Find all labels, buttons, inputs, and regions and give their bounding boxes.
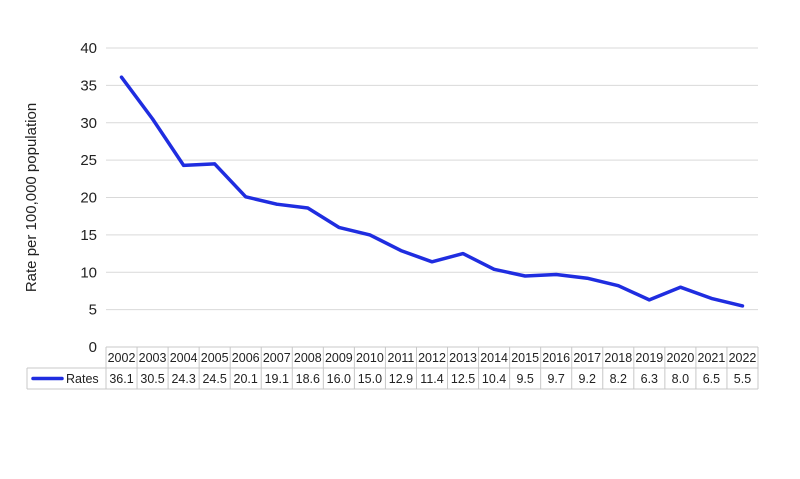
x-tick-label: 2022 [729,351,757,365]
data-label: 10.4 [482,372,506,386]
x-tick-label: 2006 [232,351,260,365]
x-tick-label: 2009 [325,351,353,365]
data-point [337,225,341,229]
data-point [647,298,651,302]
x-tick-label: 2011 [388,351,415,365]
x-tick-label: 2015 [511,351,539,365]
x-tick-label: 2020 [666,351,694,365]
data-point [492,267,496,271]
y-tick-label: 10 [80,264,97,281]
data-point [151,117,155,121]
data-label: 9.2 [579,372,596,386]
data-label: 12.9 [389,372,413,386]
x-tick-label: 2007 [263,351,291,365]
data-label: 8.2 [610,372,627,386]
y-tick-label: 15 [80,227,97,244]
data-label: 18.6 [296,372,320,386]
y-tick-label: 20 [80,190,97,207]
data-point [616,284,620,288]
y-tick-label: 40 [80,40,97,57]
data-point [306,206,310,210]
data-label: 20.1 [234,372,258,386]
y-axis-label: Rate per 100,000 population [23,103,40,292]
data-label: 24.5 [202,372,226,386]
x-tick-label: 2002 [108,351,136,365]
data-point [430,260,434,264]
data-label: 15.0 [358,372,382,386]
data-point [523,274,527,278]
legend-label-rates: Rates [66,372,99,386]
data-label: 9.5 [516,372,533,386]
data-point [678,285,682,289]
y-tick-label: 0 [89,339,97,356]
data-point [740,304,744,308]
data-label: 8.0 [672,372,689,386]
data-point [461,252,465,256]
data-point [368,233,372,237]
y-tick-label: 30 [80,115,97,132]
data-point [554,272,558,276]
x-tick-label: 2017 [573,351,601,365]
x-tick-label: 2013 [449,351,477,365]
x-tick-label: 2016 [542,351,570,365]
data-point [275,202,279,206]
data-point [120,75,124,79]
data-label: 36.1 [109,372,133,386]
series-line-layer [119,75,745,308]
x-tick-label: 2003 [139,351,167,365]
x-tick-label: 2021 [698,351,726,365]
y-tick-label: 35 [80,77,97,94]
y-axis-ticks: 0 5 10 15 20 25 30 35 40 [80,40,97,356]
x-tick-label: 2010 [356,351,384,365]
y-tick-label: 5 [89,302,97,319]
data-label: 6.3 [641,372,658,386]
data-label: 30.5 [140,372,164,386]
data-point [182,163,186,167]
gridlines [106,47,758,311]
data-label: 12.5 [451,372,475,386]
x-tick-label: 2014 [480,351,508,365]
x-tick-label: 2004 [170,351,198,365]
data-point [244,195,248,199]
data-label: 6.5 [703,372,720,386]
data-point [213,162,217,166]
data-point [585,276,589,280]
data-label: 19.1 [265,372,289,386]
data-label: 16.0 [327,372,351,386]
data-table: 2002 36.1 2003 30.5 2004 24.3 2005 24.5 2006 20.1… [26,346,759,390]
data-label: 11.4 [420,372,443,386]
data-point [709,296,713,300]
x-tick-label: 2018 [604,351,632,365]
series-line-rates [119,75,745,308]
data-label: 9.7 [547,372,564,386]
data-label: 24.3 [171,372,195,386]
x-tick-label: 2008 [294,351,322,365]
x-tick-label: 2019 [635,351,663,365]
x-tick-label: 2012 [418,351,446,365]
data-point [399,249,403,253]
y-tick-label: 25 [80,152,97,169]
x-tick-label: 2005 [201,351,229,365]
data-label: 5.5 [734,372,751,386]
